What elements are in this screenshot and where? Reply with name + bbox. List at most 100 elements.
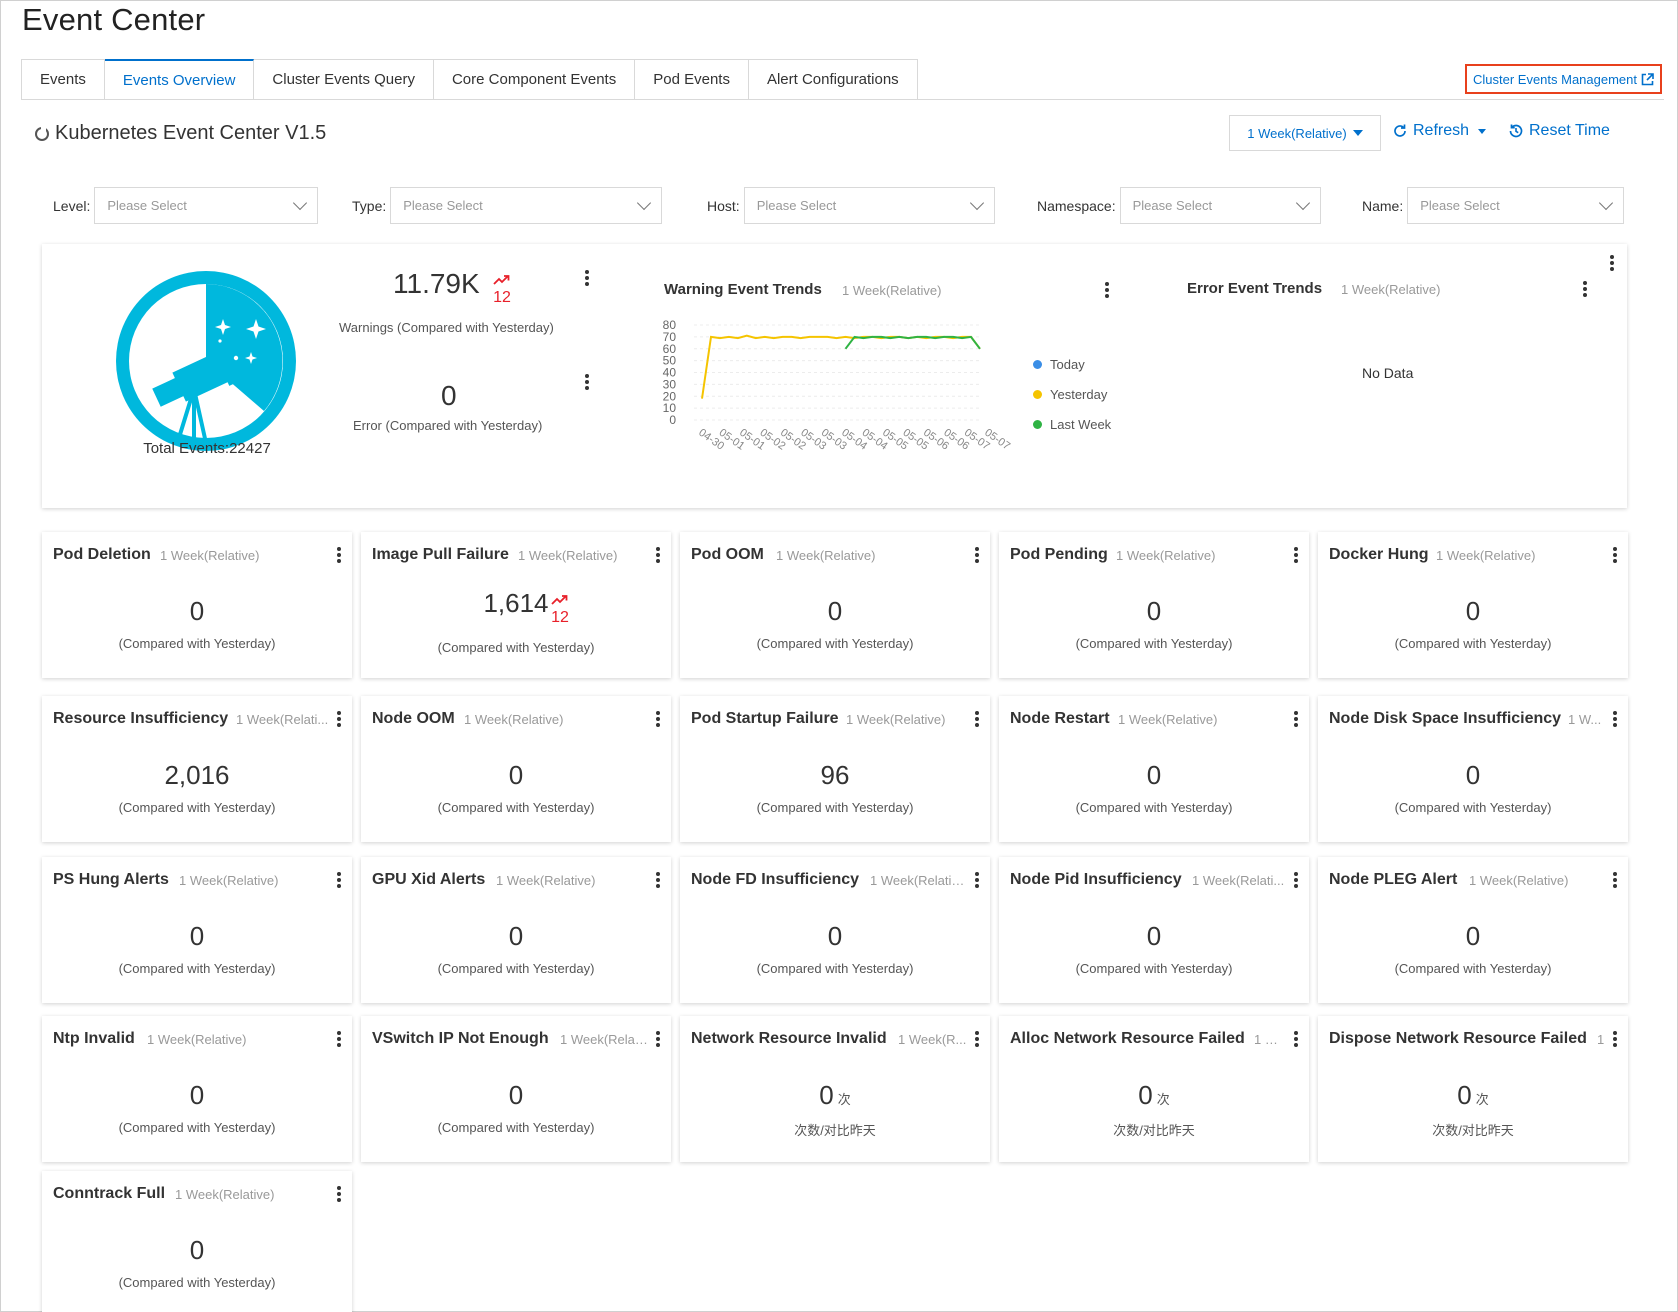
more-icon[interactable] [1613,711,1617,729]
dashboard-title: Kubernetes Event Center V1.5 [35,122,326,145]
total-events-label: Total Events:22427 [143,440,271,457]
more-icon[interactable] [975,711,979,729]
more-icon[interactable] [1610,255,1614,273]
card-value: 0 [819,1080,834,1110]
card-title: VSwitch IP Not Enough [372,1030,549,1047]
card-comparison-label: (Compared with Yesterday) [1075,961,1233,976]
card-comparison-label: (Compared with Yesterday) [437,961,595,976]
more-icon[interactable] [1294,1031,1298,1049]
more-icon[interactable] [337,711,341,729]
level-select[interactable]: Please Select [94,187,319,224]
card-title: Pod Startup Failure [691,710,839,727]
card-value-row: 0 [999,921,1309,952]
more-icon[interactable] [1583,281,1587,299]
card-value: 0 [1138,1080,1153,1110]
card-title: Dispose Network Resource Failed [1329,1030,1587,1047]
type-select-placeholder: Please Select [403,198,483,213]
card-node-disk-space-insufficiency: Node Disk Space Insufficiency 1 W... 0 (Com… [1318,696,1628,842]
more-icon[interactable] [975,1031,979,1049]
filter-name-label: Name: [1362,197,1404,214]
more-icon[interactable] [585,374,589,392]
card-dispose-network-resource-failed: Dispose Network Resource Failed 1... 0次次数/… [1318,1016,1628,1162]
reset-time-button[interactable]: Reset Time [1508,122,1610,140]
card-ps-hung-alerts: PS Hung Alerts 1 Week(Relative) 0 (Compared… [42,857,352,1003]
card-node-restart: Node Restart 1 Week(Relative) 0 (Compared w… [999,696,1309,842]
card-node-pid-insufficiency: Node Pid Insufficiency 1 Week(Relati... 0 (… [999,857,1309,1003]
card-value-row: 96 [680,760,990,791]
name-select[interactable]: Please Select [1407,187,1625,224]
dashboard-icon [35,125,49,141]
more-icon[interactable] [1105,282,1109,300]
card-value: 0 [508,1080,524,1110]
more-icon[interactable] [337,872,341,890]
filter-name: Name: Please Select [1362,187,1625,224]
more-icon[interactable] [656,872,660,890]
namespace-select[interactable]: Please Select [1119,187,1321,224]
card-range: 1 Week(Relative) [160,548,260,563]
card-comparison-label: (Compared with Yesterday) [437,1120,595,1135]
series-line-yesterday [701,334,981,399]
chevron-down-icon [1599,195,1614,211]
card-title: Pod Deletion [53,546,151,563]
more-icon[interactable] [656,547,660,565]
more-icon[interactable] [656,711,660,729]
card-value: 0 [1465,760,1481,790]
host-select-placeholder: Please Select [756,198,837,213]
trend-up-icon [493,275,510,285]
tab-pod-events[interactable]: Pod Events [635,59,749,100]
tab-events[interactable]: Events [21,59,105,100]
refresh-button[interactable]: Refresh [1392,122,1487,140]
warnings-value: 11.79K [393,268,480,299]
more-icon[interactable] [337,1031,341,1049]
card-title: Node OOM [372,710,455,727]
card-pod-pending: Pod Pending 1 Week(Relative) 0 (Compared wi… [999,532,1309,678]
card-comparison-label: (Compared with Yesterday) [1394,961,1552,976]
more-icon[interactable] [1613,872,1617,890]
history-icon [1509,124,1523,138]
card-title: Node PLEG Alert [1329,871,1458,888]
more-icon[interactable] [1294,872,1298,890]
card-title: Network Resource Invalid [691,1030,887,1047]
card-comparison-label: 次数/对比昨天 [1113,1123,1195,1138]
more-icon[interactable] [585,270,589,288]
filter-namespace: Namespace: Please Select [1037,187,1321,224]
card-docker-hung: Docker Hung 1 Week(Relative) 0 (Compared wi… [1318,532,1628,678]
card-resource-insufficiency: Resource Insufficiency 1 Week(Relati... 2,… [42,696,352,842]
card-comparison-label: 次数/对比昨天 [794,1123,876,1138]
card-title: Conntrack Full [53,1185,166,1202]
more-icon[interactable] [975,547,979,565]
card-pod-oom: Pod OOM 1 Week(Relative) 0 (Compared with Y… [680,532,990,678]
card-comparison-label: (Compared with Yesterday) [756,800,914,815]
host-select[interactable]: Please Select [743,187,995,224]
time-range-dropdown[interactable]: 1 Week(Relative) [1229,115,1381,151]
card-value: 0 [189,1080,205,1110]
card-comparison-label: (Compared with Yesterday) [437,640,595,655]
more-icon[interactable] [656,1031,660,1049]
card-comparison-label: (Compared with Yesterday) [1394,636,1552,651]
more-icon[interactable] [975,872,979,890]
time-range-label: 1 Week(Relative) [1247,125,1347,141]
tab-events-overview[interactable]: Events Overview [104,59,255,100]
card-title: Ntp Invalid [53,1030,135,1047]
legend-dot [1033,360,1042,369]
more-icon[interactable] [1613,547,1617,565]
type-select[interactable]: Please Select [390,187,663,224]
more-icon[interactable] [1613,1031,1617,1049]
tab-alert-configurations[interactable]: Alert Configurations [748,59,918,100]
card-title: Pod Pending [1010,546,1108,563]
card-title: Node FD Insufficiency [691,871,860,888]
more-icon[interactable] [337,547,341,565]
tab-core-component-events[interactable]: Core Component Events [433,59,636,100]
warning-trends-title: Warning Event Trends [664,281,822,298]
y-tick-label: 30 [663,377,677,391]
tab-cluster-events-query[interactable]: Cluster Events Query [254,59,434,100]
card-title: Docker Hung [1329,546,1429,563]
more-icon[interactable] [337,1186,341,1204]
cluster-events-management-link[interactable]: Cluster Events Management [1465,64,1662,94]
card-value: 0 [1457,1080,1472,1110]
more-icon[interactable] [1294,547,1298,565]
more-icon[interactable] [1294,711,1298,729]
card-range: 1 Week(Relative) [147,1032,247,1047]
external-link-icon [1641,72,1654,85]
